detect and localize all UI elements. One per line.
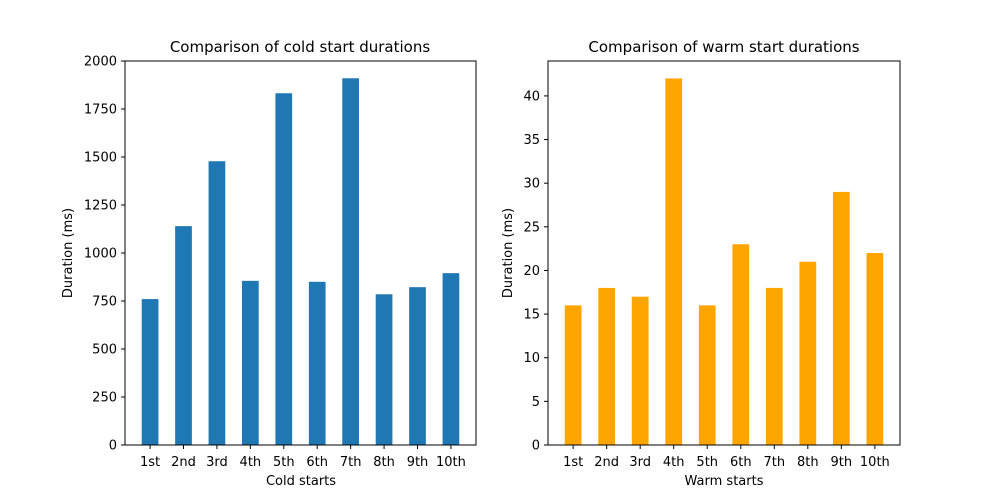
- y-tick-label: 20: [523, 264, 540, 279]
- x-tick-label: 8th: [797, 455, 819, 470]
- y-ticks: 0 250 500 750 1000 1250 1500 1750 2000: [84, 55, 125, 454]
- bar-2nd: [175, 226, 192, 445]
- bar-6th: [732, 244, 750, 445]
- y-axis-label: Duration (ms): [501, 208, 516, 298]
- x-tick-label: 1st: [563, 455, 583, 470]
- x-tick-label: 4th: [240, 455, 262, 470]
- x-tick-label: 8th: [373, 455, 395, 470]
- plot-frame: [124, 60, 477, 446]
- bar-7th: [765, 287, 783, 445]
- x-tick-label: 6th: [730, 455, 752, 470]
- y-tick-label: 1500: [84, 151, 117, 166]
- x-tick-label: 7th: [763, 455, 785, 470]
- bar-4th: [665, 78, 683, 446]
- x-axis-label: Warm starts: [685, 474, 764, 489]
- x-tick-label: 10th: [860, 455, 890, 470]
- warm-start-chart: Comparison of warm start durations Warm …: [501, 38, 901, 489]
- bar-6th: [308, 281, 326, 445]
- cold-start-chart: Comparison of cold start durations Cold …: [61, 38, 477, 489]
- plot-frame: [547, 60, 901, 446]
- x-tick-label: 9th: [831, 455, 853, 470]
- y-tick-label: 1000: [84, 247, 117, 262]
- y-tick-label: 500: [92, 343, 117, 358]
- bar-1st: [141, 299, 159, 445]
- bar-8th: [799, 261, 817, 445]
- y-tick-label: 15: [523, 308, 540, 323]
- bar-9th: [832, 191, 850, 445]
- bar-1st: [564, 305, 582, 445]
- x-tick-label: 7th: [340, 455, 362, 470]
- x-tick-label: 2nd: [171, 455, 196, 470]
- y-tick-label: 0: [109, 439, 117, 454]
- bar-10th: [442, 273, 460, 445]
- y-tick-label: 750: [92, 295, 117, 310]
- bar-3rd: [631, 296, 649, 445]
- bar-8th: [375, 294, 393, 445]
- y-tick-label: 5: [532, 395, 540, 410]
- y-tick-label: 2000: [84, 55, 117, 70]
- bar-10th: [866, 253, 884, 445]
- x-tick-label: 1st: [140, 455, 160, 470]
- x-tick-label: 6th: [306, 455, 328, 470]
- y-tick-label: 0: [532, 439, 540, 454]
- y-axis-label: Duration (ms): [61, 208, 76, 298]
- bar-group: [141, 78, 460, 446]
- x-tick-label: 9th: [407, 455, 429, 470]
- x-tick-label: 4th: [663, 455, 685, 470]
- y-tick-label: 10: [523, 351, 540, 366]
- x-axis-label: Cold starts: [266, 474, 336, 489]
- x-tick-label: 5th: [696, 455, 718, 470]
- bar-3rd: [208, 161, 226, 445]
- bar-5th: [275, 93, 293, 446]
- x-ticks: 1st 2nd 3rd 4th 5th 6th 7th 8th 9th 10th: [140, 445, 466, 470]
- x-tick-label: 2nd: [594, 455, 619, 470]
- y-tick-label: 30: [523, 177, 540, 192]
- y-tick-label: 1250: [84, 199, 117, 214]
- x-tick-label: 10th: [436, 455, 466, 470]
- x-ticks: 1st 2nd 3rd 4th 5th 6th 7th 8th 9th 10th: [563, 445, 890, 470]
- bar-5th: [698, 305, 716, 445]
- chart-title: Comparison of cold start durations: [170, 38, 431, 56]
- y-tick-label: 35: [523, 133, 540, 148]
- y-tick-label: 1750: [84, 103, 117, 118]
- bar-9th: [409, 287, 426, 445]
- x-tick-label: 5th: [273, 455, 295, 470]
- x-tick-label: 3rd: [629, 455, 651, 470]
- bar-2nd: [598, 287, 616, 445]
- x-tick-label: 3rd: [206, 455, 228, 470]
- chart-title: Comparison of warm start durations: [588, 38, 859, 56]
- y-tick-label: 25: [523, 220, 540, 235]
- y-tick-label: 250: [92, 391, 117, 406]
- y-ticks: 0 5 10 15 20 25 30 35 40: [523, 89, 548, 454]
- bar-4th: [242, 280, 259, 445]
- y-tick-label: 40: [523, 89, 540, 104]
- bar-7th: [342, 78, 359, 445]
- bar-group: [564, 78, 884, 446]
